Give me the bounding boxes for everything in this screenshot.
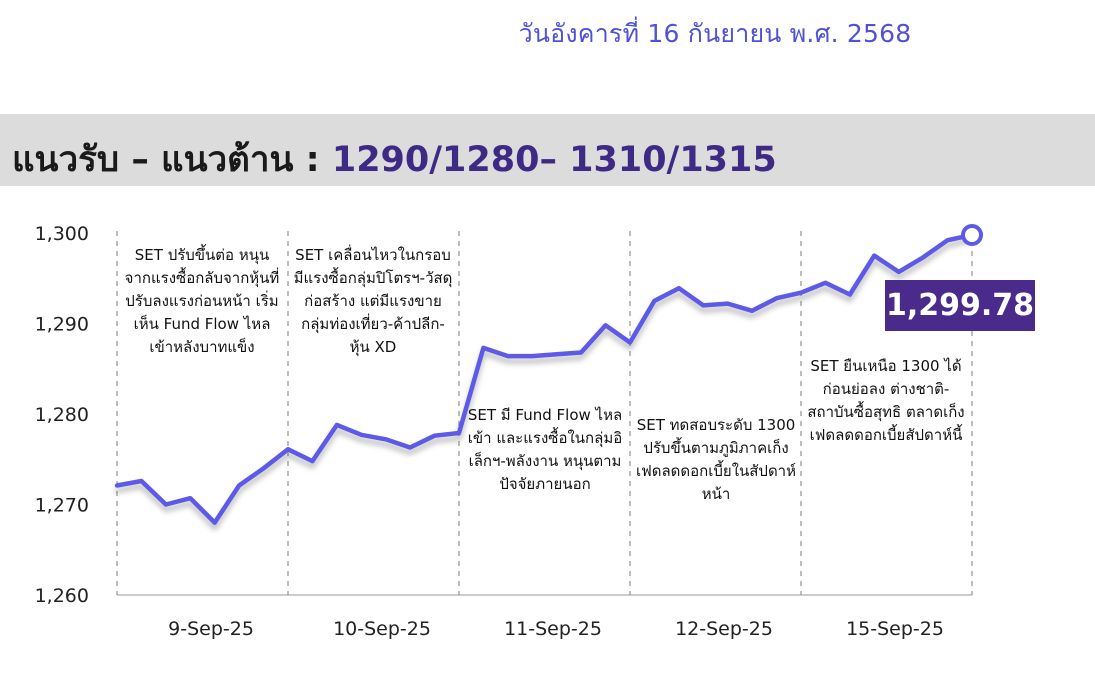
x-tick-label: 11-Sep-25 bbox=[504, 618, 602, 640]
support-resistance-title: แนวรับ – แนวต้าน : 1290/1280– 1310/1315 bbox=[12, 132, 777, 187]
x-tick-label: 10-Sep-25 bbox=[333, 618, 431, 640]
y-tick-label: 1,300 bbox=[35, 223, 89, 245]
annotation-day-5: SET ยืนเหนือ 1300 ได้ก่อนย่อลง ต่างชาติ-… bbox=[807, 357, 965, 444]
annotation-day-4: SET ทดสอบระดับ 1300 ปรับขึ้นตามภูมิภาคเก… bbox=[636, 416, 796, 503]
y-tick-label: 1,270 bbox=[35, 495, 89, 517]
annotation-day-2: SET เคลื่อนไหวในกรอบ มีแรงซื้อกลุ่มปิโตร… bbox=[293, 246, 453, 356]
y-tick-label: 1,280 bbox=[35, 404, 89, 426]
annotation-day-3: SET มี Fund Flow ไหลเข้า และแรงซื้อในกลุ… bbox=[467, 406, 623, 493]
x-tick-label: 9-Sep-25 bbox=[168, 618, 254, 640]
y-tick-label: 1,260 bbox=[35, 585, 89, 607]
last-point-marker bbox=[961, 223, 983, 246]
set-index-line bbox=[114, 232, 975, 525]
y-tick-label: 1,290 bbox=[35, 314, 89, 336]
x-tick-label: 12-Sep-25 bbox=[675, 618, 773, 640]
support-resistance-band bbox=[0, 114, 1095, 186]
annotation-day-1: SET ปรับขึ้นต่อ หนุนจากแรงซื้อกลับจากหุ้… bbox=[124, 246, 280, 356]
support-resistance-label: แนวรับ – แนวต้าน : bbox=[12, 140, 320, 180]
report-date: วันอังคารที่ 16 กันยายน พ.ศ. 2568 bbox=[518, 19, 912, 48]
x-tick-label: 15-Sep-25 bbox=[846, 618, 944, 640]
last-value-badge: 1,299.78 bbox=[885, 280, 1035, 331]
set-index-line-chart: 1,260 1,270 1,280 1,290 1,300 9-Sep-25 10-Sep-… bbox=[35, 223, 983, 640]
support-resistance-levels: 1290/1280– 1310/1315 bbox=[331, 140, 777, 180]
